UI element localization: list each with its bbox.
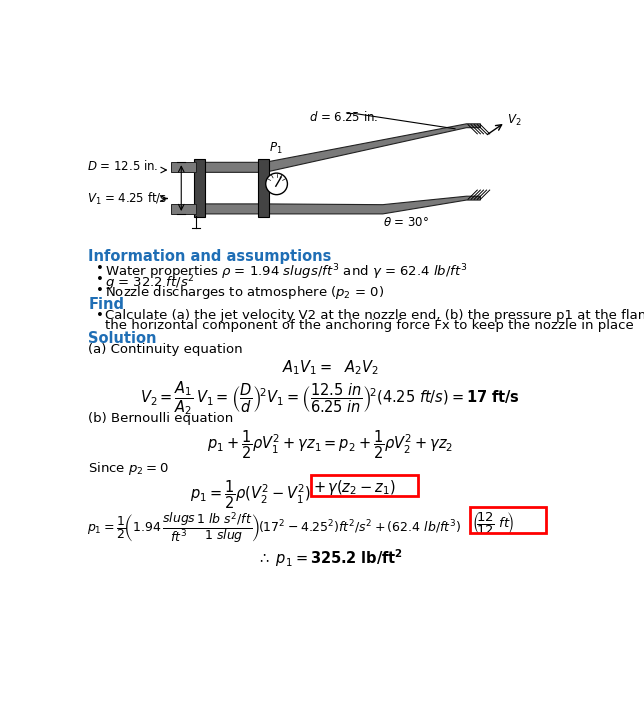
Text: Since $p_2 = 0$: Since $p_2 = 0$ xyxy=(88,459,169,476)
Text: $\therefore\; p_1 = \mathbf{325.2\ lb/ft^2}$: $\therefore\; p_1 = \mathbf{325.2\ lb/ft… xyxy=(257,547,403,569)
Text: the horizontal component of the anchoring force Fx to keep the nozzle in place: the horizontal component of the anchorin… xyxy=(106,319,634,331)
Text: $\!\left(\!\dfrac{12}{12}\ ft\!\right)$: $\!\left(\!\dfrac{12}{12}\ ft\!\right)$ xyxy=(473,510,514,538)
Text: $d$ = 6.25 in.: $d$ = 6.25 in. xyxy=(309,110,379,124)
Text: $+\,\gamma(z_2 - z_1)$: $+\,\gamma(z_2 - z_1)$ xyxy=(313,478,395,497)
Text: (a) Continuity equation: (a) Continuity equation xyxy=(88,343,243,356)
Text: Find: Find xyxy=(88,297,124,312)
Text: $V_2$: $V_2$ xyxy=(507,112,521,127)
Text: Nozzle discharges to atmosphere ($p_2$ = 0): Nozzle discharges to atmosphere ($p_2$ =… xyxy=(106,284,384,301)
Text: $V_2 = \dfrac{A_1}{A_2}\,V_1 = \left(\dfrac{D}{d}\right)^{\!2} V_1 = \left(\dfra: $V_2 = \dfrac{A_1}{A_2}\,V_1 = \left(\df… xyxy=(140,380,520,417)
Text: $g$ = 32.2 $ft/s^2$: $g$ = 32.2 $ft/s^2$ xyxy=(106,273,195,293)
Polygon shape xyxy=(198,124,480,172)
Bar xyxy=(171,204,196,214)
Text: •: • xyxy=(96,273,104,287)
Bar xyxy=(194,159,205,217)
Bar xyxy=(171,162,196,172)
Text: $D$ = 12.5 in.: $D$ = 12.5 in. xyxy=(87,159,158,173)
Text: $A_1 V_1 = \ \ A_2 V_2$: $A_1 V_1 = \ \ A_2 V_2$ xyxy=(282,358,378,377)
Text: •: • xyxy=(96,309,104,321)
Polygon shape xyxy=(198,196,480,214)
Text: •: • xyxy=(96,284,104,297)
Text: $p_1 + \dfrac{1}{2}\rho V_1^2 + \gamma z_1 = p_2 + \dfrac{1}{2}\rho V_2^2 + \gam: $p_1 + \dfrac{1}{2}\rho V_1^2 + \gamma z… xyxy=(207,429,453,461)
Text: Water properties $\rho$ = 1.94 $slugs/ft^3$ and $\gamma$ = 62.4 $lb/ft^3$: Water properties $\rho$ = 1.94 $slugs/ft… xyxy=(106,262,468,282)
Text: Calculate (a) the jet velocity V2 at the nozzle end, (b) the pressure p1 at the : Calculate (a) the jet velocity V2 at the… xyxy=(106,309,644,321)
Text: •: • xyxy=(96,262,104,275)
Text: $V_1$ = 4.25 ft/s: $V_1$ = 4.25 ft/s xyxy=(87,191,167,207)
Circle shape xyxy=(266,173,287,195)
Text: $p_1 = \dfrac{1}{2}\!\left(1.94\,\dfrac{slugs}{ft^3}\dfrac{1\ lb\ s^2/ft}{1\ slu: $p_1 = \dfrac{1}{2}\!\left(1.94\,\dfrac{… xyxy=(87,510,461,546)
Text: Information and assumptions: Information and assumptions xyxy=(88,249,332,264)
Text: $P_1$: $P_1$ xyxy=(269,141,283,156)
Text: (b) Bernoulli equation: (b) Bernoulli equation xyxy=(88,412,234,424)
Text: Solution: Solution xyxy=(88,331,156,346)
Bar xyxy=(258,159,269,217)
Text: $p_1 = \dfrac{1}{2}\rho(V_2^2 - V_1^2)$: $p_1 = \dfrac{1}{2}\rho(V_2^2 - V_1^2)$ xyxy=(191,478,312,510)
Text: $\theta$ = 30°: $\theta$ = 30° xyxy=(383,216,429,229)
